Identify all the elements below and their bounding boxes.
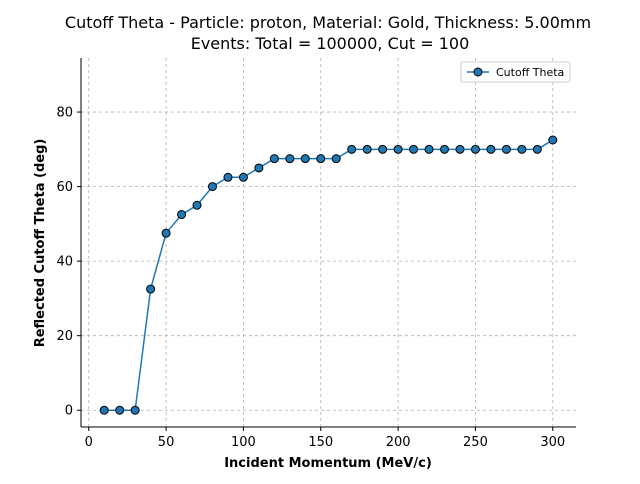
y-tick-label: 20 [56,329,73,344]
data-point [409,144,419,154]
y-tick-label: 0 [65,404,73,419]
x-tick-label: 150 [308,435,333,450]
legend-entry-label: Cutoff Theta [496,66,564,79]
data-point [486,144,496,154]
x-tick-label: 300 [540,435,565,450]
x-tick-label: 200 [386,435,411,450]
data-point [347,144,357,154]
data-point [161,228,171,238]
data-point [146,284,156,294]
legend-frame [460,61,571,83]
y-tick-label: 40 [56,255,73,270]
legend-marker-swatch [473,67,483,77]
data-point [130,405,140,415]
series-layer [99,135,558,415]
data-point [254,163,264,173]
axes-spines [80,58,576,428]
grid-lines [81,58,576,427]
data-point [548,135,558,145]
x-tick-label: 50 [158,435,175,450]
axis-ticks: 0 50 100 150 200 250 300 0 20 40 60 80 [56,106,565,450]
data-point [393,144,403,154]
x-tick-label: 100 [231,435,256,450]
y-tick-label: 80 [56,106,73,121]
data-point [223,172,233,182]
data-point [99,405,109,415]
data-point [455,144,465,154]
data-point [517,144,527,154]
data-point [269,154,279,164]
y-axis-label: Reflected Cutoff Theta (deg) [33,139,48,348]
data-point [532,144,542,154]
data-point [424,144,434,154]
x-tick-label: 250 [463,435,488,450]
legend: Cutoff Theta [460,61,571,83]
y-tick-label: 60 [56,180,73,195]
x-axis-label: Incident Momentum (MeV/c) [224,456,432,471]
data-point [501,144,511,154]
data-point [378,144,388,154]
data-point [316,154,326,164]
data-point [285,154,295,164]
data-point [440,144,450,154]
data-point [300,154,310,164]
data-point [470,144,480,154]
data-point [177,210,187,220]
data-point [192,200,202,210]
x-tick-label: 0 [85,435,93,450]
data-point [331,154,341,164]
data-point [115,405,125,415]
chart-subtitle: Events: Total = 100000, Cut = 100 [191,34,470,53]
chart-title: Cutoff Theta - Particle: proton, Materia… [65,13,591,32]
data-point [238,172,248,182]
data-point [207,182,217,192]
data-point [362,144,372,154]
